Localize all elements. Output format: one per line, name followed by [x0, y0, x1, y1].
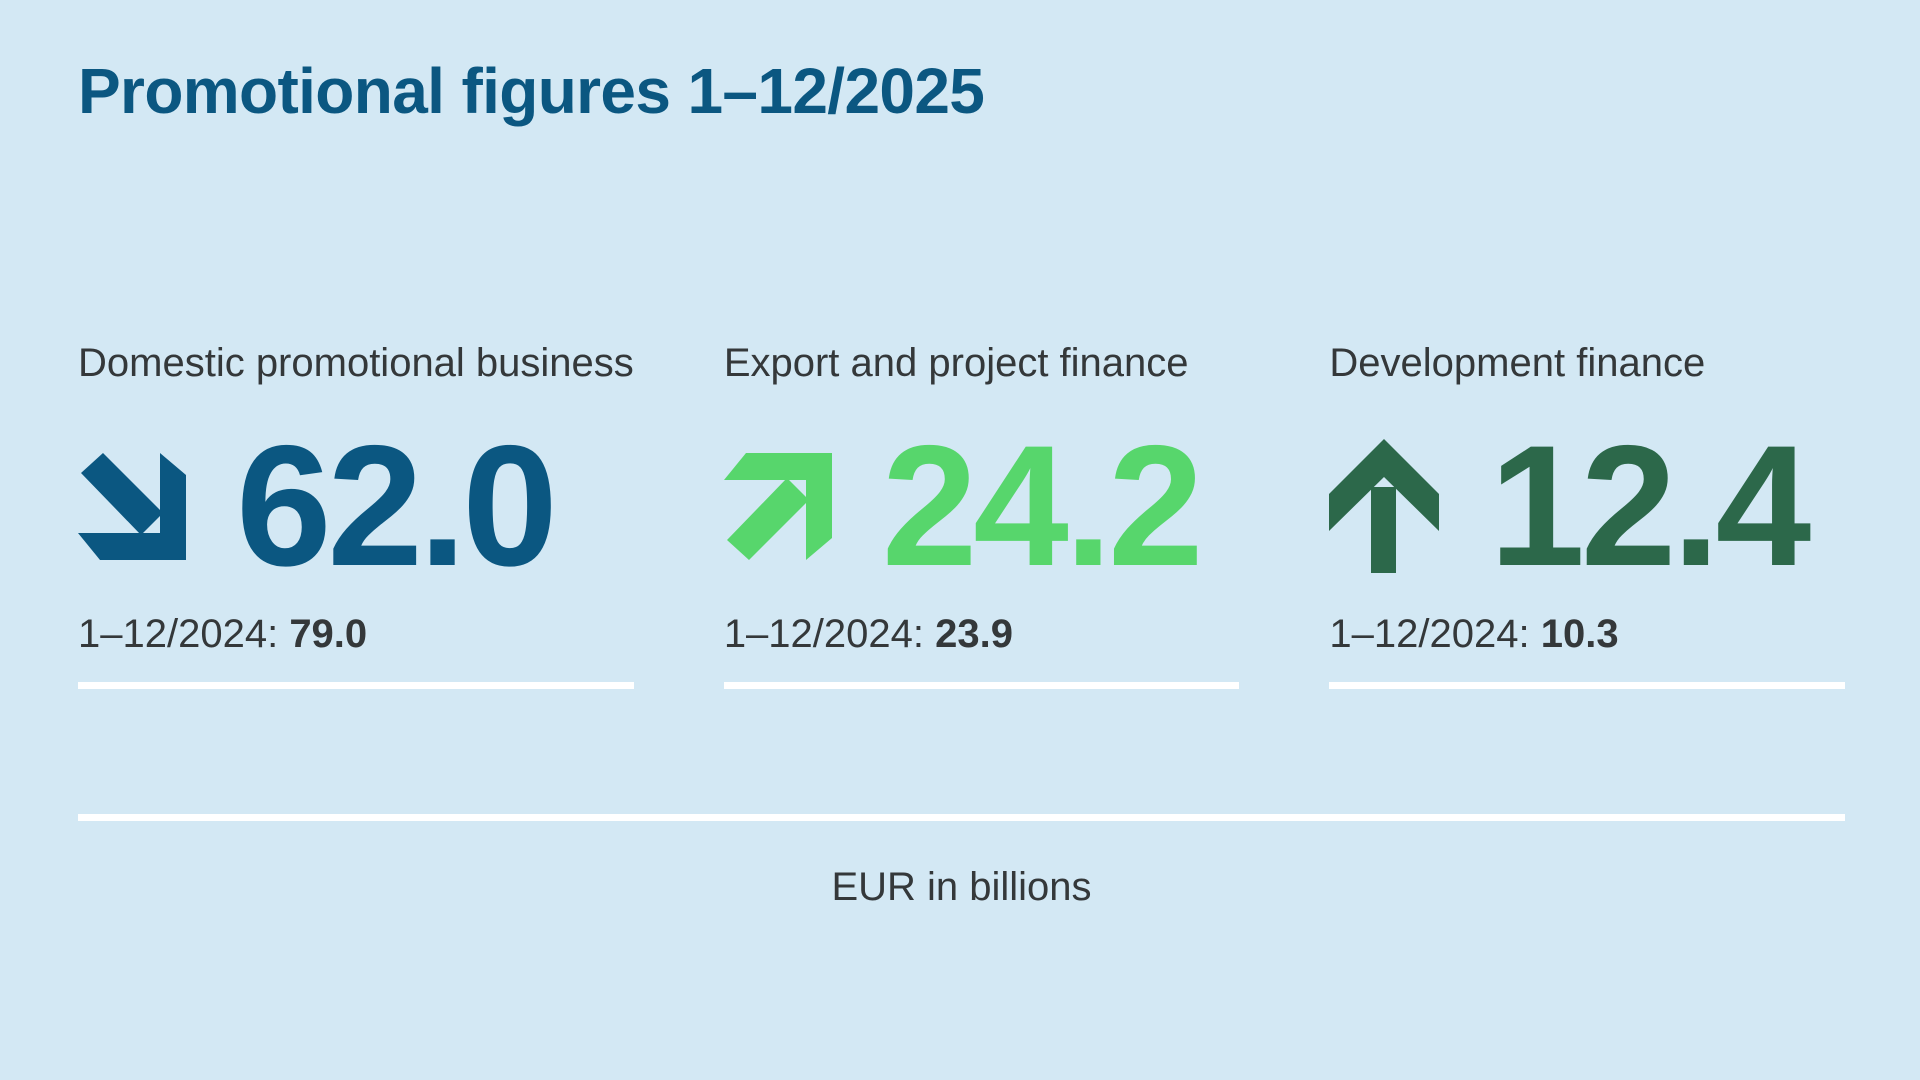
kpi-card-development-finance: Development finance 12.4 1–12/2024: 10.3	[1329, 339, 1845, 689]
kpi-previous-label: 1–12/2024:	[723, 611, 936, 656]
kpi-previous-value: 79.0	[289, 611, 368, 656]
trend-down-right-icon	[78, 452, 186, 560]
kpi-value-row: 62.0	[78, 409, 634, 602]
kpi-previous-row: 1–12/2024: 10.3	[1329, 610, 1845, 658]
trend-up-right-icon	[723, 452, 832, 560]
kpi-previous-row: 1–12/2024: 23.9	[724, 610, 1240, 658]
kpi-previous-value: 23.9	[935, 611, 1013, 656]
kpi-columns: Domestic promotional business 62.0 1–12/…	[78, 339, 1845, 689]
page-title: Promotional figures 1–12/2025	[78, 55, 985, 127]
footer-divider-line	[78, 813, 1845, 821]
card-divider-line	[1329, 681, 1845, 689]
kpi-value: 12.4	[1489, 409, 1811, 602]
kpi-previous-label: 1–12/2024:	[78, 611, 290, 656]
kpi-previous-label: 1–12/2024:	[1329, 611, 1541, 656]
kpi-value-row: 12.4	[1329, 409, 1845, 602]
unit-note: EUR in billions	[831, 864, 1092, 909]
kpi-previous-row: 1–12/2024: 79.0	[78, 610, 634, 658]
kpi-label: Development finance	[1329, 340, 1706, 385]
kpi-value-row: 24.2	[723, 409, 1240, 602]
kpi-label: Domestic promotional business	[78, 340, 634, 385]
kpi-value: 24.2	[881, 409, 1204, 602]
trend-up-icon	[1329, 439, 1440, 574]
kpi-label: Export and project finance	[723, 340, 1189, 385]
card-divider-line	[723, 681, 1240, 689]
kpi-value: 62.0	[236, 409, 558, 602]
kpi-card-domestic-promotional-business: Domestic promotional business 62.0 1–12/…	[78, 339, 634, 689]
kpi-card-export-and-project-finance: Export and project finance 24.2 1–12/202…	[723, 339, 1240, 689]
card-divider-line	[78, 681, 634, 689]
kpi-previous-value: 10.3	[1540, 611, 1619, 656]
